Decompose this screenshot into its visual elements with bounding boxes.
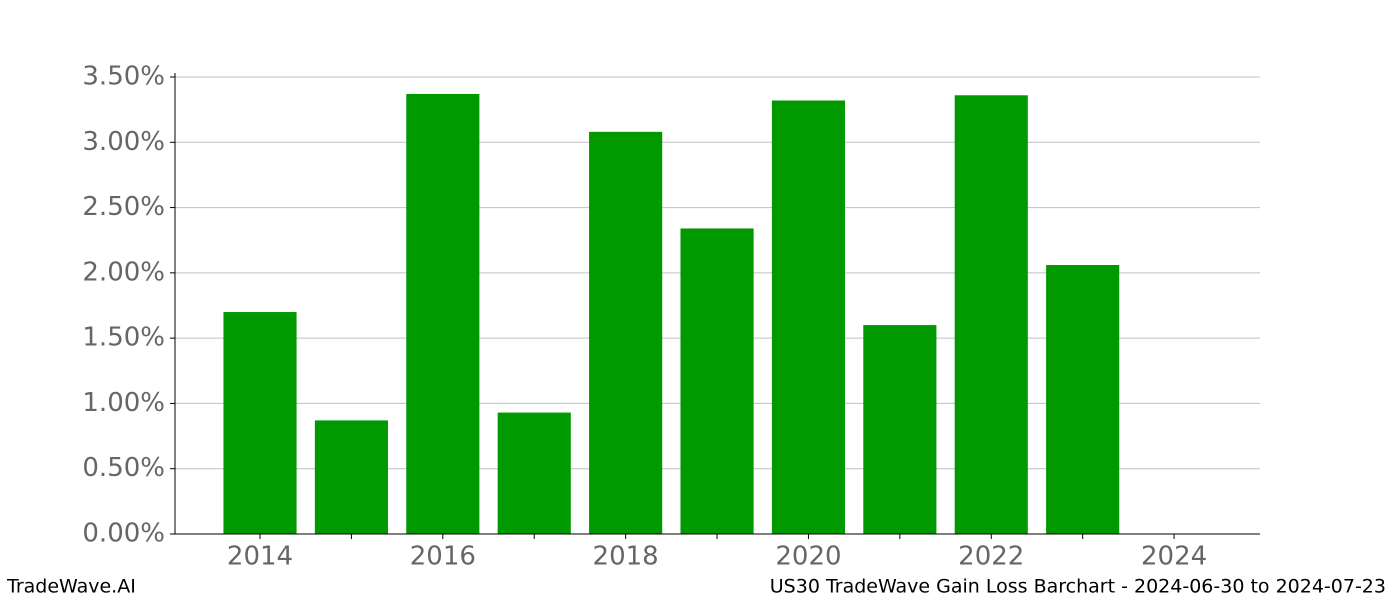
y-tick-label: 2.50% (82, 192, 165, 222)
brand: TradeWave.AI (6, 576, 136, 598)
y-tick-label: 1.50% (82, 323, 165, 353)
y-tick-label: 0.50% (82, 453, 165, 483)
bar (863, 325, 937, 534)
y-tick-label: 2.00% (82, 257, 165, 287)
bar (406, 93, 480, 534)
y-tick-label: 3.50% (82, 62, 165, 92)
bar (680, 228, 754, 534)
bar (223, 312, 297, 534)
bar (589, 131, 663, 534)
y-tick-label: 0.00% (82, 519, 165, 549)
x-tick-label: 2024 (1141, 542, 1207, 572)
bar (771, 100, 846, 534)
x-tick-label: 2014 (227, 542, 293, 572)
bar (314, 420, 388, 534)
chart-title: US30 TradeWave Gain Loss Barchart - 2024… (770, 576, 1386, 598)
x-tick-label: 2020 (775, 542, 841, 572)
y-tick-label: 1.00% (82, 388, 165, 418)
x-tick-label: 2018 (593, 542, 659, 572)
x-tick-label: 2016 (410, 542, 476, 572)
bar (954, 95, 1028, 534)
bar (497, 412, 571, 534)
x-tick-label: 2022 (958, 542, 1024, 572)
y-tick-label: 3.00% (82, 127, 165, 157)
bar (1046, 265, 1120, 534)
